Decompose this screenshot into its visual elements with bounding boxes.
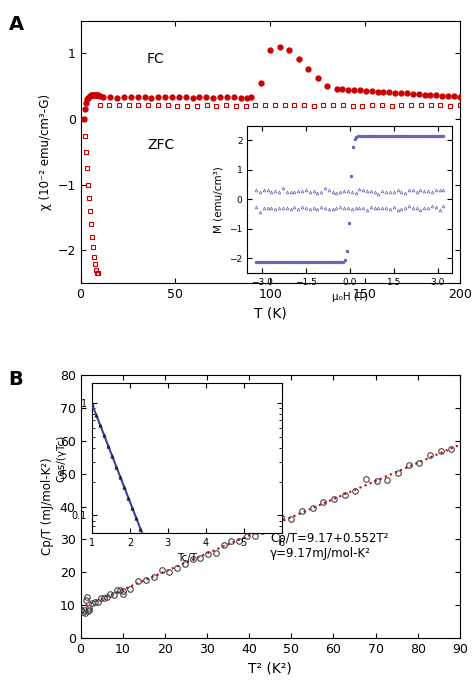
Text: Cp/T=9.17+0.552T²
γ=9.17mJ/mol-K²: Cp/T=9.17+0.552T² γ=9.17mJ/mol-K²: [270, 532, 389, 560]
Text: FC: FC: [147, 52, 164, 67]
Text: A: A: [9, 15, 24, 34]
X-axis label: T² (K²): T² (K²): [248, 661, 292, 676]
Y-axis label: Cp/T (mJ/mol-K²): Cp/T (mJ/mol-K²): [41, 458, 54, 556]
Text: ZFC: ZFC: [147, 138, 174, 152]
X-axis label: T (K): T (K): [254, 307, 287, 321]
Y-axis label: χ (10⁻² emu/cm³-G): χ (10⁻² emu/cm³-G): [39, 94, 52, 210]
Text: B: B: [9, 370, 23, 389]
